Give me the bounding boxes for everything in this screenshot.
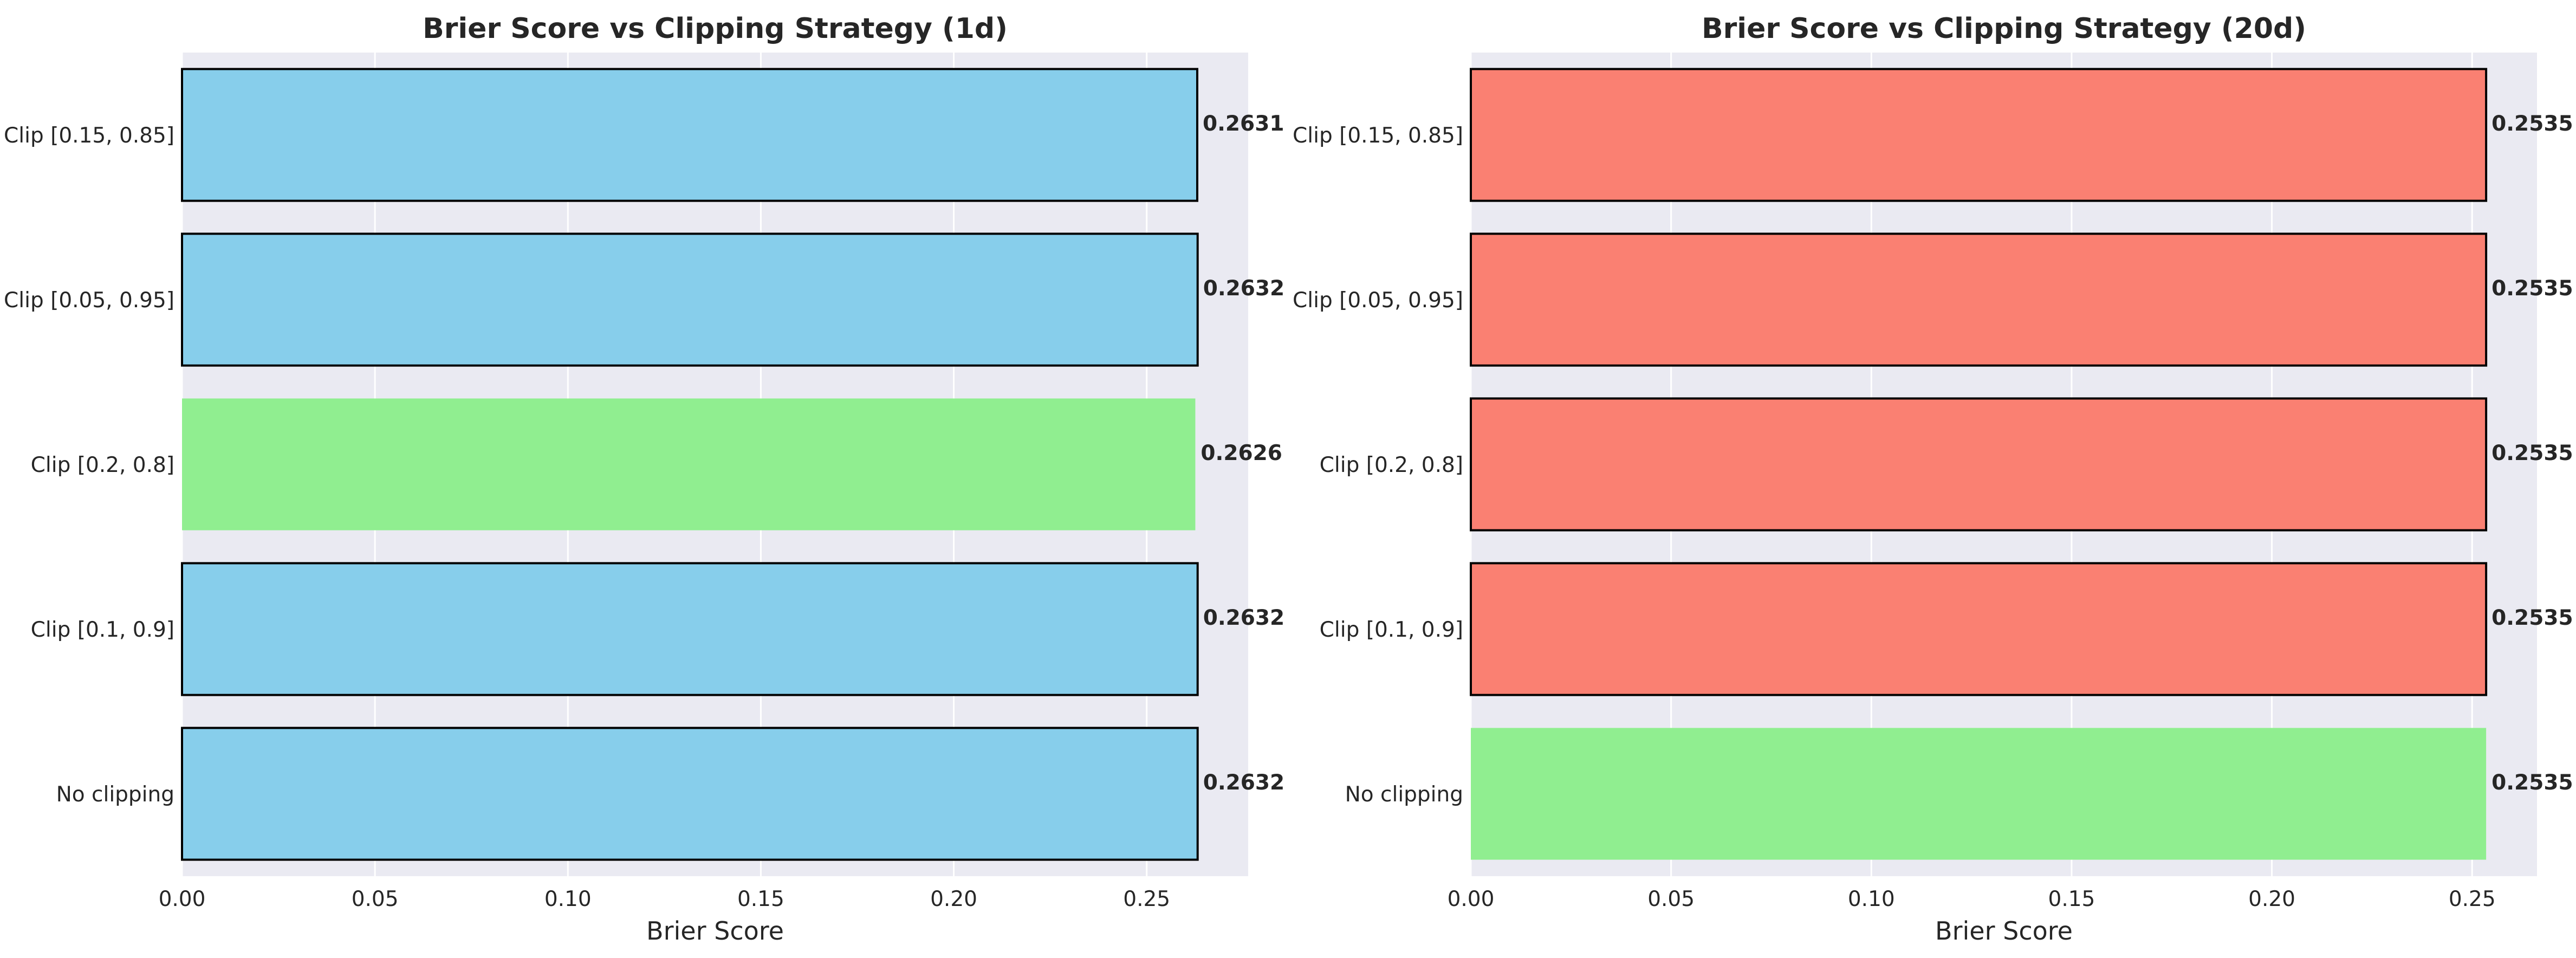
bar-value-label: 0.2632 [1203, 276, 1285, 301]
y-tick-label: Clip [0.05, 0.95] [4, 288, 174, 313]
bar [181, 68, 1198, 202]
chart-title: Brier Score vs Clipping Strategy (20d) [1702, 12, 2306, 45]
bar-value-label: 0.2535 [2491, 771, 2573, 795]
y-tick-label: Clip [0.1, 0.9] [31, 618, 174, 642]
bar [181, 727, 1199, 861]
y-tick-label: No clipping [1345, 782, 1463, 807]
y-tick-label: Clip [0.15, 0.85] [4, 124, 174, 148]
chart-panel-2: No clipping 0.2535 Clip [0.1, 0.9] 0.2535 Cl… [1293, 12, 2573, 946]
y-tick-label: Clip [0.15, 0.85] [1293, 124, 1463, 148]
x-tick-label: 0.10 [544, 887, 592, 911]
x-tick-label: 0.15 [737, 887, 784, 911]
bar-value-label: 0.2631 [1203, 112, 1284, 136]
y-tick-label: Clip [0.1, 0.9] [1320, 618, 1463, 642]
x-tick-label: 0.10 [1848, 887, 1895, 911]
y-tick-label: Clip [0.05, 0.95] [1293, 288, 1463, 313]
bar-value-label: 0.2535 [2491, 441, 2573, 465]
x-tick-label: 0.20 [930, 887, 977, 911]
x-axis-label: Brier Score [646, 916, 784, 946]
chart-panel-1: No clipping 0.2632 Clip [0.1, 0.9] 0.2632 Cl… [4, 12, 1284, 946]
bar-value-label: 0.2535 [2491, 606, 2573, 630]
x-axis-label: Brier Score [1935, 916, 2073, 946]
bar [1470, 562, 2488, 696]
bar [1471, 728, 2487, 860]
bar [1470, 68, 2488, 202]
x-tick-label: 0.05 [1647, 887, 1695, 911]
bar-value-label: 0.2535 [2491, 112, 2573, 136]
bar [182, 398, 1196, 530]
bar-value-label: 0.2632 [1203, 771, 1285, 795]
bar [181, 562, 1199, 696]
x-tick-label: 0.15 [2048, 887, 2095, 911]
bar-value-label: 0.2535 [2491, 276, 2573, 301]
bar [1470, 232, 2488, 367]
x-tick-label: 0.25 [2449, 887, 2496, 911]
x-tick-label: 0.20 [2248, 887, 2295, 911]
y-tick-label: Clip [0.2, 0.8] [1320, 453, 1463, 477]
x-tick-label: 0.00 [159, 887, 206, 911]
x-tick-label: 0.00 [1448, 887, 1495, 911]
bar [1470, 397, 2488, 532]
chart-title: Brier Score vs Clipping Strategy (1d) [423, 12, 1008, 45]
y-tick-label: No clipping [56, 782, 174, 807]
bar [181, 232, 1199, 367]
bar-value-label: 0.2626 [1201, 441, 1282, 465]
x-tick-label: 0.05 [352, 887, 399, 911]
bar-value-label: 0.2632 [1203, 606, 1285, 630]
y-tick-label: Clip [0.2, 0.8] [31, 453, 174, 477]
x-tick-label: 0.25 [1123, 887, 1170, 911]
